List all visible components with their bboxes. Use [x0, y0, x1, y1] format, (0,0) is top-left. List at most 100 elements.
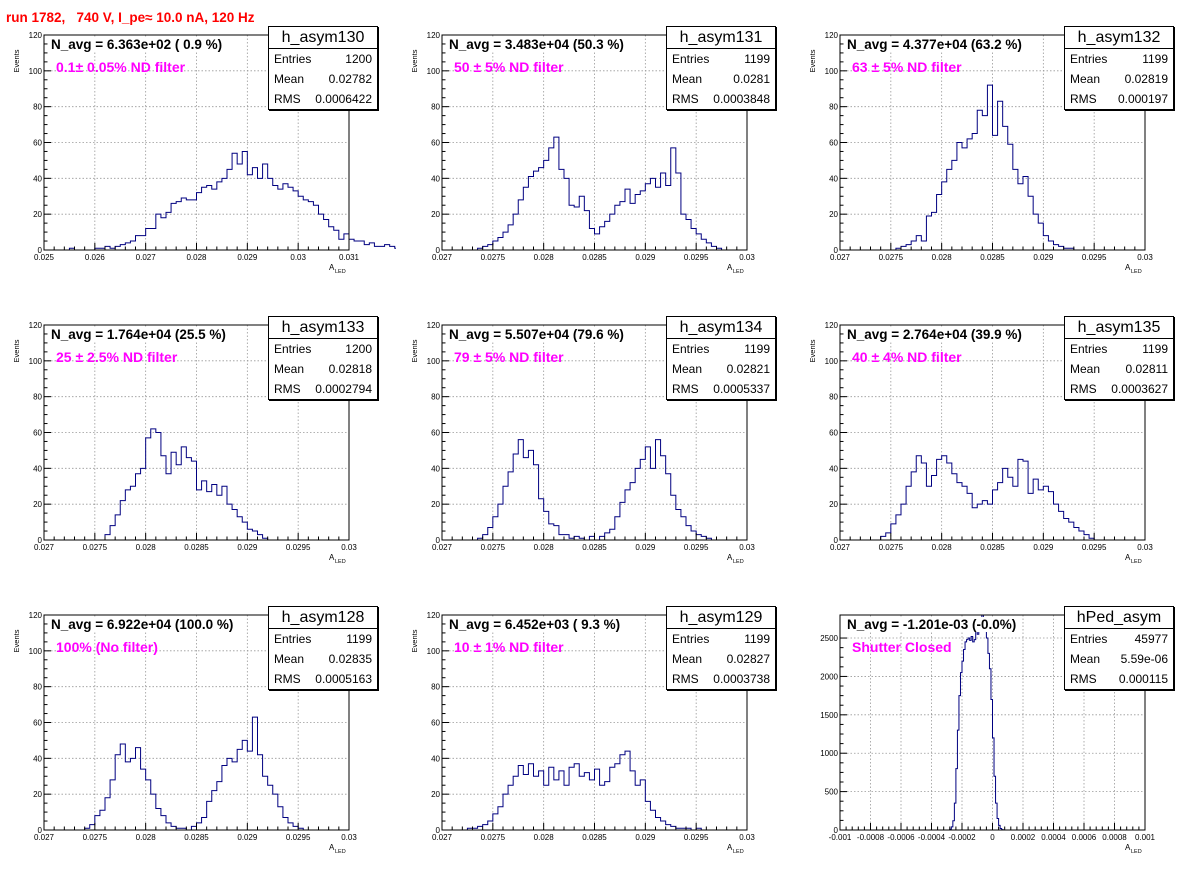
- x-tick-label: 0.027: [136, 253, 157, 262]
- y-tick-label: 20: [829, 500, 838, 509]
- stats-value: 0.0002794: [315, 382, 372, 396]
- stats-value: 1199: [744, 52, 770, 66]
- y-tick-label: 1500: [820, 711, 838, 720]
- x-axis-label: A: [329, 263, 335, 272]
- filter-label: 25 ± 2.5% ND filter: [56, 349, 178, 365]
- stats-row-entries: Entries 45977: [1065, 629, 1173, 649]
- stats-box: h_asym134 Entries 1199 Mean 0.02821 RMS 0.0005…: [666, 316, 776, 400]
- stats-row-mean: Mean 0.0281: [667, 69, 775, 89]
- stats-key: RMS: [672, 92, 699, 106]
- stats-value: 0.0003627: [1111, 382, 1168, 396]
- y-tick-label: 60: [431, 719, 440, 728]
- stats-key: Entries: [1070, 632, 1108, 646]
- stats-value: 0.02819: [1124, 72, 1168, 86]
- x-axis-label: A: [727, 263, 733, 272]
- x-axis-label-subscript: LED: [1131, 269, 1142, 275]
- x-tick-label: 0.0008: [1102, 833, 1127, 842]
- histogram-name: h_asym135: [1065, 317, 1173, 339]
- y-tick-label: 0: [38, 826, 43, 835]
- x-tick-label: 0.028: [534, 833, 555, 842]
- stats-row-mean: Mean 0.02818: [269, 359, 377, 379]
- x-tick-label: 0.03: [1137, 253, 1153, 262]
- x-tick-label: 0.029: [635, 253, 656, 262]
- x-axis-label-subscript: LED: [335, 269, 346, 275]
- stats-row-mean: Mean 0.02821: [667, 359, 775, 379]
- histogram-series: [949, 614, 1004, 831]
- stats-value: 1199: [744, 632, 770, 646]
- y-tick-label: 120: [29, 31, 43, 40]
- x-tick-label: -0.0008: [857, 833, 885, 842]
- stats-value: 0.02827: [726, 652, 770, 666]
- y-axis-label: Events: [808, 49, 817, 72]
- y-tick-label: 40: [829, 174, 838, 183]
- x-tick-label: -0.0006: [887, 833, 915, 842]
- y-tick-label: 100: [825, 67, 839, 76]
- x-axis-label: A: [1125, 553, 1131, 562]
- navg-label: N_avg = 3.483e+04 (50.3 %): [449, 37, 624, 52]
- y-tick-label: 80: [829, 103, 838, 112]
- y-tick-label: 120: [29, 321, 43, 330]
- filter-label: 50 ± 5% ND filter: [454, 59, 564, 75]
- stats-row-entries: Entries 1199: [667, 629, 775, 649]
- stats-key: Entries: [672, 342, 710, 356]
- histogram-name: h_asym130: [269, 27, 377, 49]
- stats-value: 1199: [1142, 342, 1168, 356]
- stats-value: 0.000197: [1117, 92, 1168, 106]
- y-tick-label: 120: [825, 321, 839, 330]
- y-tick-label: 120: [427, 611, 441, 620]
- x-tick-label: -0.001: [829, 833, 852, 842]
- histogram-name: h_asym129: [667, 607, 775, 629]
- stats-value: 0.0003738: [713, 672, 770, 686]
- y-axis-label: Events: [410, 629, 419, 652]
- y-tick-label: 40: [33, 464, 42, 473]
- stats-key: RMS: [672, 382, 699, 396]
- stats-box: h_asym129 Entries 1199 Mean 0.02827 RMS 0.0003…: [666, 606, 776, 690]
- x-tick-label: 0.025: [34, 253, 55, 262]
- stats-key: Entries: [672, 632, 710, 646]
- filter-label: 100% (No filter): [56, 639, 158, 655]
- x-axis-label-subscript: LED: [335, 559, 346, 565]
- y-tick-label: 80: [33, 683, 42, 692]
- x-tick-label: 0.027: [830, 543, 851, 552]
- stats-key: Mean: [274, 72, 305, 86]
- y-tick-label: 40: [431, 174, 440, 183]
- y-axis-label: Events: [410, 339, 419, 362]
- y-tick-label: 40: [33, 174, 42, 183]
- navg-label: N_avg = 6.922e+04 (100.0 %): [51, 617, 234, 632]
- y-tick-label: 20: [33, 790, 42, 799]
- stats-row-rms: RMS 0.0005337: [667, 379, 775, 399]
- y-tick-label: 1000: [820, 749, 838, 758]
- y-tick-label: 20: [431, 790, 440, 799]
- x-tick-label: 0.0285: [184, 833, 209, 842]
- stats-value: 0.02811: [1125, 362, 1169, 376]
- stats-box: h_asym133 Entries 1200 Mean 0.02818 RMS 0.0002…: [268, 316, 378, 400]
- y-tick-label: 60: [33, 429, 42, 438]
- x-tick-label: 0.028: [932, 543, 953, 552]
- stats-box: h_asym128 Entries 1199 Mean 0.02835 RMS 0.0005…: [268, 606, 378, 690]
- x-tick-label: 0.029: [1033, 253, 1054, 262]
- stats-row-entries: Entries 1199: [667, 339, 775, 359]
- stats-row-entries: Entries 1199: [667, 49, 775, 69]
- histogram-series: [895, 84, 1075, 250]
- x-tick-label: 0.0275: [481, 833, 506, 842]
- x-tick-label: 0.027: [432, 253, 453, 262]
- stats-value: 0.0006422: [315, 92, 372, 106]
- x-tick-label: 0.0006: [1072, 833, 1097, 842]
- stats-key: Entries: [1070, 342, 1108, 356]
- x-tick-label: -0.0002: [948, 833, 976, 842]
- x-tick-label: 0.029: [237, 833, 258, 842]
- histogram-name: h_asym131: [667, 27, 775, 49]
- y-tick-label: 40: [431, 464, 440, 473]
- stats-row-rms: RMS 0.000197: [1065, 89, 1173, 109]
- stats-value: 0.0005163: [315, 672, 372, 686]
- stats-value: 5.59e-06: [1120, 652, 1168, 666]
- stats-value: 1199: [744, 342, 770, 356]
- stats-row-mean: Mean 5.59e-06: [1065, 649, 1173, 669]
- histogram-panel-h_asym129: 0.027 0.0275 0.028 0.0285 0.029 0.0295 0.03 0 20…: [402, 606, 794, 888]
- x-tick-label: 0.028: [534, 543, 555, 552]
- navg-label: N_avg = -1.201e-03 (-0.0%): [847, 617, 1017, 632]
- y-tick-label: 20: [33, 500, 42, 509]
- stats-value: 0.02835: [328, 652, 372, 666]
- stats-row-mean: Mean 0.02835: [269, 649, 377, 669]
- y-tick-label: 100: [825, 357, 839, 366]
